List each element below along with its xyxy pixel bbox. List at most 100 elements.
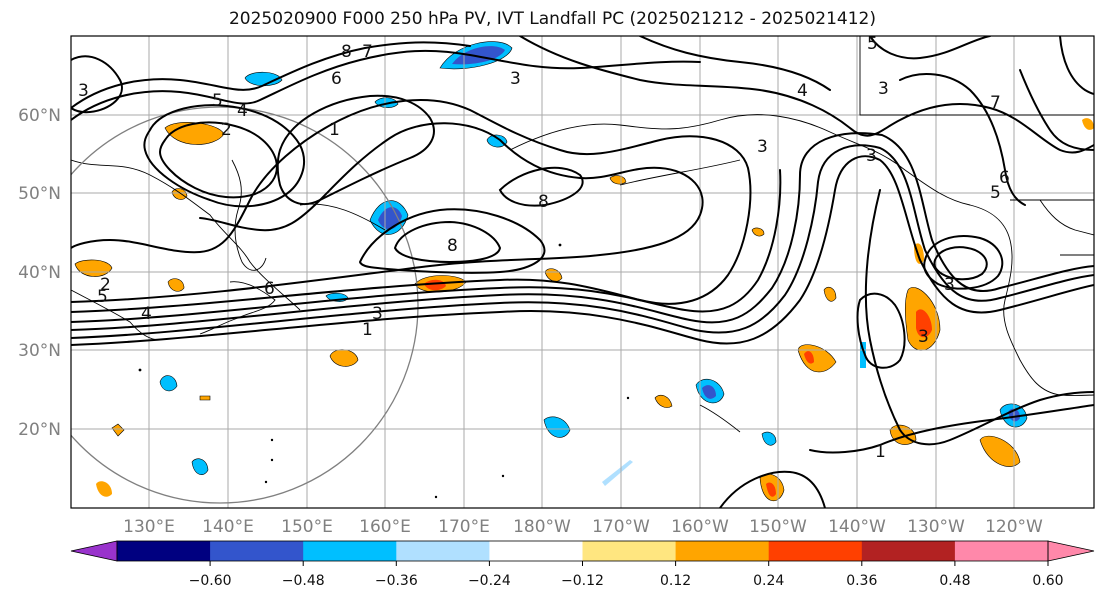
map-panel: 8 7 6 5 4 2 1 8 8 6 5 4 3 1 3 4 3 3 3 6 (70, 34, 1095, 509)
lat-label-60: 60°N (18, 106, 61, 126)
negative-patch-core (452, 46, 505, 65)
pv-contour (519, 36, 1094, 154)
colorbar-tick-label: 0.36 (846, 573, 877, 589)
pv-contour (923, 235, 1004, 290)
svg-text:8: 8 (341, 42, 352, 62)
lon-label: 160°E (359, 517, 411, 537)
pv-contour (71, 49, 701, 121)
lon-label: 150°W (749, 517, 807, 537)
svg-text:1: 1 (875, 442, 886, 462)
lat-label-50: 50°N (18, 184, 61, 204)
colorbar-cell (117, 541, 211, 561)
svg-text:3: 3 (510, 69, 521, 89)
pv-contour-labels: 8 7 6 5 4 2 1 8 8 6 5 4 3 1 3 4 3 3 3 6 (78, 34, 1010, 462)
colorbar-cell (861, 541, 956, 561)
lon-label: 140°E (202, 517, 254, 537)
pv-contour (71, 41, 471, 109)
pv-contour (856, 292, 906, 369)
pv-contour (864, 189, 1094, 446)
lon-label: 170°W (592, 517, 650, 537)
colorbar-tick-label: −0.60 (189, 573, 232, 589)
svg-text:5: 5 (97, 287, 108, 307)
positive-patch (823, 286, 837, 302)
positive-patch (199, 395, 211, 401)
negative-patch (602, 460, 633, 486)
pv-contour (869, 36, 991, 60)
svg-text:5: 5 (867, 34, 878, 54)
lon-label: 120°W (985, 517, 1043, 537)
svg-text:6: 6 (999, 168, 1010, 188)
colorbar-tick-label: −0.36 (375, 573, 418, 589)
positive-patch-core (916, 309, 932, 338)
lon-label: 140°W (828, 517, 886, 537)
pv-contour (71, 155, 1094, 346)
svg-text:3: 3 (78, 81, 89, 101)
pv-contour (719, 470, 826, 508)
lon-label: 160°W (671, 517, 729, 537)
pv-contour (899, 73, 1026, 206)
colorbar-max-extension (1047, 540, 1095, 562)
pv-contour (393, 220, 502, 264)
svg-text:6: 6 (331, 69, 342, 89)
negative-patch-core (702, 385, 716, 399)
svg-text:3: 3 (918, 327, 929, 347)
colorbar-tick-label: −0.12 (561, 573, 604, 589)
pv-contour (809, 404, 1094, 454)
svg-text:3: 3 (944, 275, 955, 295)
positive-patch (167, 278, 185, 292)
colorbar-cell (396, 541, 490, 561)
negative-patch (543, 416, 571, 438)
colorbar-tick-label: 0.60 (1032, 573, 1063, 589)
colorbar-cell (954, 541, 1049, 561)
pv-contour (358, 208, 546, 274)
negative-patch (761, 431, 777, 446)
colorbar-min-extension (70, 540, 118, 562)
colorbar-tick-label: 0.48 (939, 573, 970, 589)
positive-patch (654, 394, 673, 408)
pv-contour (1059, 36, 1094, 95)
svg-text:2: 2 (221, 120, 232, 140)
negative-patch (860, 342, 866, 368)
positive-patch (96, 481, 112, 497)
svg-text:8: 8 (538, 192, 549, 212)
colorbar-cell (303, 541, 397, 561)
colorbar-cell (210, 541, 304, 561)
lon-label: 130°E (123, 517, 175, 537)
lon-label: 180°W (513, 517, 571, 537)
pv-contour (71, 132, 1094, 331)
positive-patch (1082, 118, 1094, 130)
negative-patch (159, 375, 178, 392)
svg-text:4: 4 (797, 81, 808, 101)
svg-text:1: 1 (362, 320, 373, 340)
svg-text:5: 5 (990, 183, 1001, 203)
positive-patch (609, 175, 627, 185)
pv-contour (639, 36, 831, 91)
longitude-labels: 130°E 140°E 150°E 160°E 170°E 180°W 170°… (123, 517, 1043, 537)
svg-text:3: 3 (757, 137, 768, 157)
lat-label-40: 40°N (18, 263, 61, 283)
svg-text:2: 2 (100, 275, 111, 295)
latitude-labels: 60°N 50°N 40°N 30°N 20°N (18, 106, 61, 440)
positive-patch (111, 423, 125, 437)
pv-contour (1019, 69, 1094, 151)
pv-contour (158, 121, 278, 199)
svg-text:3: 3 (878, 79, 889, 99)
pv-contour (71, 99, 752, 313)
negative-patch (191, 458, 209, 475)
colorbar-tick-label: 0.24 (753, 573, 784, 589)
positive-patch-core (804, 351, 814, 364)
colorbar-tick-label: 0.12 (660, 573, 691, 589)
map-title: 2025020900 F000 250 hPa PV, IVT Landfall… (228, 9, 876, 29)
colorbar-cell (675, 541, 770, 561)
colorbar-tick-label: −0.48 (282, 573, 325, 589)
pv-contour (498, 166, 584, 207)
svg-text:3: 3 (866, 146, 877, 166)
pv-contour (71, 55, 123, 114)
graticule (71, 36, 1094, 508)
reference-circle (71, 106, 419, 504)
negative-patch (244, 71, 283, 87)
svg-text:5: 5 (212, 91, 223, 111)
lon-label: 130°W (907, 517, 965, 537)
colorbar-tick-label: −0.24 (468, 573, 511, 589)
